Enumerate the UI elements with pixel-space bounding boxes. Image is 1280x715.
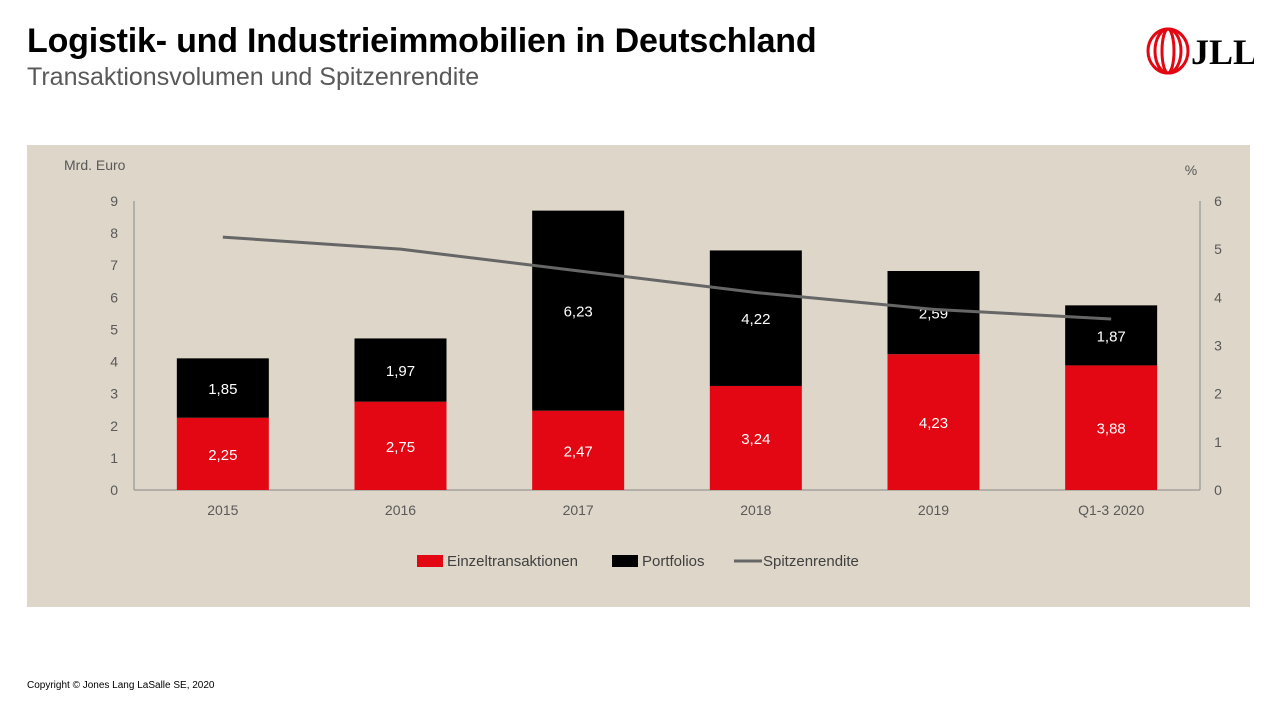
- copyright-notice: Copyright © Jones Lang LaSalle SE, 2020: [27, 680, 215, 691]
- bar-einzeltransaktionen: [709, 385, 802, 490]
- bar-einzeltransaktionen: [887, 354, 980, 490]
- data-label-portfolios: 4,22: [741, 311, 770, 328]
- legend-swatch-einzeltransaktionen: [417, 555, 443, 567]
- y-tick-label: 5: [110, 321, 118, 337]
- data-label-einzeltransaktionen: 2,47: [564, 443, 593, 460]
- y-tick-label: 8: [110, 225, 118, 241]
- bar-portfolios: [532, 210, 625, 411]
- x-tick-label: 2019: [918, 502, 949, 518]
- legend-label-einzeltransaktionen: Einzeltransaktionen: [447, 553, 578, 570]
- bar-einzeltransaktionen: [532, 410, 625, 490]
- y2-tick-label: 4: [1214, 289, 1222, 305]
- y2-tick-label: 1: [1214, 434, 1222, 450]
- jll-logo-text: JLL: [1191, 32, 1254, 72]
- x-tick-label: Q1-3 2020: [1078, 502, 1144, 518]
- line-spitzenrendite: [222, 235, 1112, 321]
- y2-tick-label: 3: [1214, 338, 1222, 354]
- jll-logo-mark: [1146, 27, 1190, 75]
- legend-label-portfolios: Portfolios: [642, 553, 705, 570]
- data-label-portfolios: 6,23: [564, 304, 593, 321]
- data-label-portfolios: 1,87: [1097, 328, 1126, 345]
- bar-portfolios: [887, 271, 980, 355]
- bar-einzeltransaktionen: [354, 401, 447, 490]
- y-tick-label: 3: [110, 386, 118, 402]
- y-tick-label: 0: [110, 482, 118, 498]
- y2-tick-label: 5: [1214, 241, 1222, 257]
- y-tick-label: 9: [110, 193, 118, 209]
- y2-tick-label: 6: [1214, 193, 1222, 209]
- data-label-einzeltransaktionen: 3,24: [741, 431, 770, 448]
- legend-swatch-portfolios: [612, 555, 638, 567]
- x-tick-label: 2018: [740, 502, 771, 518]
- y-tick-label: 6: [110, 289, 118, 305]
- bar-einzeltransaktionen: [176, 417, 269, 490]
- bar-portfolios: [354, 338, 447, 402]
- y-tick-label: 1: [110, 450, 118, 466]
- data-label-einzeltransaktionen: 4,23: [919, 415, 948, 432]
- y2-axis-title: %: [1185, 162, 1197, 178]
- y-tick-label: 7: [110, 257, 118, 273]
- y2-tick-label: 0: [1214, 482, 1222, 498]
- jll-logo: JLL: [1146, 27, 1254, 75]
- bar-portfolios: [709, 250, 802, 386]
- x-tick-label: 2017: [563, 502, 594, 518]
- x-tick-label: 2015: [207, 502, 238, 518]
- page-subtitle: Transaktionsvolumen und Spitzenrendite: [27, 63, 480, 91]
- data-label-portfolios: 1,85: [208, 381, 237, 398]
- bar-portfolios: [1065, 305, 1158, 366]
- data-label-einzeltransaktionen: 2,75: [386, 439, 415, 456]
- bar-portfolios: [176, 358, 269, 418]
- y-tick-label: 4: [110, 354, 118, 370]
- data-label-einzeltransaktionen: 3,88: [1097, 421, 1126, 438]
- x-tick-label: 2016: [385, 502, 416, 518]
- y-tick-label: 2: [110, 418, 118, 434]
- legend-label-spitzenrendite: Spitzenrendite: [763, 553, 859, 570]
- y2-tick-label: 2: [1214, 386, 1222, 402]
- data-label-portfolios: 1,97: [386, 363, 415, 380]
- bar-einzeltransaktionen: [1065, 365, 1158, 490]
- y-axis-title: Mrd. Euro: [64, 157, 126, 173]
- data-label-einzeltransaktionen: 2,25: [208, 447, 237, 464]
- page-title: Logistik- und Industrieimmobilien in Deu…: [27, 22, 817, 60]
